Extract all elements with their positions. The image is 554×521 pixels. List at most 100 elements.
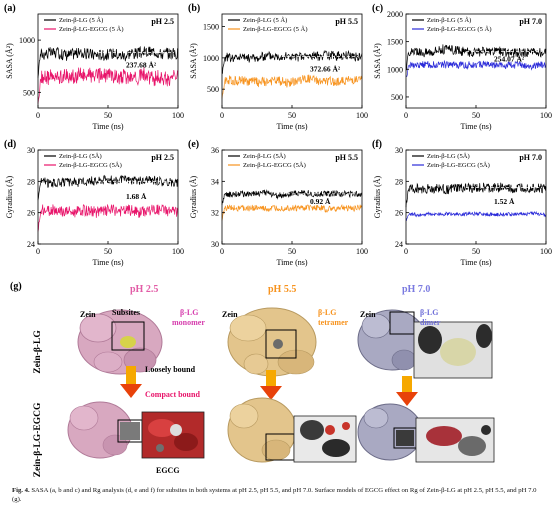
row-label-2: Zein-β-LG-EGCG [33,402,43,477]
y-axis-label-e: Gyradius (Å) [189,175,198,218]
blg-dimer-label-b: dimer [420,318,441,327]
legend-label-d-0: Zein-β-LG (5Å) [59,152,102,160]
legend-label-b-1: Zein-β-LG-EGCG (5 Å) [243,25,308,33]
ph-tag-c: pH 7.0 [519,17,542,26]
panel-label-a: (a) [4,3,16,14]
x-tick-label-f-2: 100 [540,247,552,256]
x-tick-label-d-2: 100 [172,247,184,256]
y-tick-label-e-3: 36 [211,146,219,155]
panel-g: (g) pH 2.5 pH 5.5 pH 7.0 Zein-β-LG Zein-… [0,280,554,480]
series-line-d-0 [37,174,179,201]
panel-label-f: (f) [372,139,382,150]
legend-label-e-1: Zein-β-LG-EGCG (5Å) [243,161,306,169]
y-tick-label-b-0: 500 [207,85,219,94]
series-line-a-1 [37,67,179,104]
row-label-1: Zein-β-LG [33,330,43,374]
x-tick-label-b-2: 100 [356,111,368,120]
series-line-b-1 [221,74,363,99]
x-tick-label-c-2: 100 [540,111,552,120]
x-tick-label-c-0: 0 [404,111,408,120]
zein-label-1: Zein [80,310,96,319]
x-axis-label-b: Time (ns) [276,122,307,131]
y-tick-label-f-2: 28 [395,177,403,186]
arrow-ph70 [396,376,418,406]
x-tick-label-a-2: 100 [172,111,184,120]
y-tick-label-d-2: 28 [27,177,35,186]
panel-label-e: (e) [188,139,199,150]
y-tick-label-c-3: 2000 [387,10,403,19]
y-tick-label-a-1: 1000 [19,36,35,45]
x-axis-label-e: Time (ns) [276,258,307,267]
ph-header-2: pH 5.5 [268,284,296,295]
ph-tag-f: pH 7.0 [519,153,542,162]
protein-surface-ph55-bottom [227,397,297,463]
legend-label-a-0: Zein-β-LG (5 Å) [59,16,103,24]
series-line-e-1 [221,204,363,221]
x-tick-label-a-1: 50 [104,111,112,120]
y-tick-label-d-0: 24 [27,240,35,249]
legend-label-d-1: Zein-β-LG-EGCG (5Å) [59,161,122,169]
x-axis-label-a: Time (ns) [92,122,123,131]
x-tick-label-c-1: 50 [472,111,480,120]
x-tick-label-e-1: 50 [288,247,296,256]
blg-tetramer-label-a: β-LG [318,308,336,317]
panel-g-figure: (g) pH 2.5 pH 5.5 pH 7.0 Zein-β-LG Zein-… [10,281,495,477]
y-tick-label-b-1: 1000 [203,54,219,63]
ph-header-3: pH 7.0 [402,284,430,295]
y-axis-label-c: SASA (Å²) [373,43,382,79]
zein-label-3: Zein [360,310,376,319]
difference-annotation-f: 1.52 Å [494,197,515,206]
x-tick-label-b-0: 0 [220,111,224,120]
x-tick-label-e-0: 0 [220,247,224,256]
x-tick-label-f-0: 0 [404,247,408,256]
x-axis-label-d: Time (ns) [92,258,123,267]
blg-monomer-label-a: β-LG [180,308,198,317]
protein-surface-ph70-bottom [357,403,423,461]
x-tick-label-d-0: 0 [36,247,40,256]
y-axis-label-a: SASA (Å²) [5,43,14,79]
zoom-inset-ph25 [141,411,205,459]
x-axis-label-c: Time (ns) [460,122,491,131]
caption-fig-number: Fig. 4. [12,487,30,494]
y-axis-label-d: Gyradius (Å) [5,175,14,218]
panel-label-d: (d) [4,139,16,150]
chart-e: 30 32 34 36 0 50 100 Time (ns) Gyradius (Å) (e) Ze… [188,139,368,267]
y-tick-label-e-1: 32 [211,209,219,218]
difference-annotation-d: 1.68 Å [126,192,147,201]
protein-surface-ph70-top [357,309,427,371]
difference-annotation-c: 254.07 Å² [494,55,525,64]
y-tick-label-c-1: 1000 [387,65,403,74]
zein-label-2: Zein [222,310,238,319]
chart-b: 500 1000 1500 0 50 100 Time (ns) SASA (Å²) (b) Ze… [188,3,368,131]
ph-tag-a: pH 2.5 [151,17,174,26]
legend-label-f-1: Zein-β-LG-EGCG (5Å) [427,161,490,169]
subsite-box-2 [265,329,297,359]
x-tick-label-e-2: 100 [356,247,368,256]
legend-label-a-1: Zein-β-LG-EGCG (5 Å) [59,25,124,33]
chart-f: 24 26 28 30 0 50 100 Time (ns) Gyradius (Å) (f) Ze… [372,139,552,267]
caption-text: SASA (a, b and c) and Rg analysis (d, e … [12,487,537,503]
blg-monomer-label-b: monomer [172,318,205,327]
arrow-ph55 [260,370,282,400]
ph-header-1: pH 2.5 [130,284,158,295]
y-tick-label-c-2: 1500 [387,38,403,47]
y-axis-label-b: SASA (Å²) [189,43,198,79]
series-line-d-1 [37,204,179,232]
series-line-f-1 [405,210,547,221]
subsite-box-1 [111,321,145,351]
figure-caption: Fig. 4. SASA (a, b and c) and Rg analysi… [12,486,547,504]
legend-label-e-0: Zein-β-LG (5Å) [243,152,286,160]
zoom-inset-ph70-bottom [415,417,495,463]
ph-tag-b: pH 5.5 [335,17,358,26]
legend-label-c-1: Zein-β-LG-EGCG (5 Å) [427,25,492,33]
x-tick-label-b-1: 50 [288,111,296,120]
ph-tag-d: pH 2.5 [151,153,174,162]
y-tick-label-b-2: 1500 [203,23,219,32]
panel-label-c: (c) [372,3,383,14]
chart-c: 500 1000 1500 2000 0 50 100 Time (ns) SASA (Å²) (… [372,3,552,131]
legend-label-f-0: Zein-β-LG (5Å) [427,152,470,160]
y-axis-label-f: Gyradius (Å) [373,175,382,218]
protein-surface-ph25-bottom [67,401,140,459]
series-line-f-0 [405,182,547,208]
x-tick-label-d-1: 50 [104,247,112,256]
